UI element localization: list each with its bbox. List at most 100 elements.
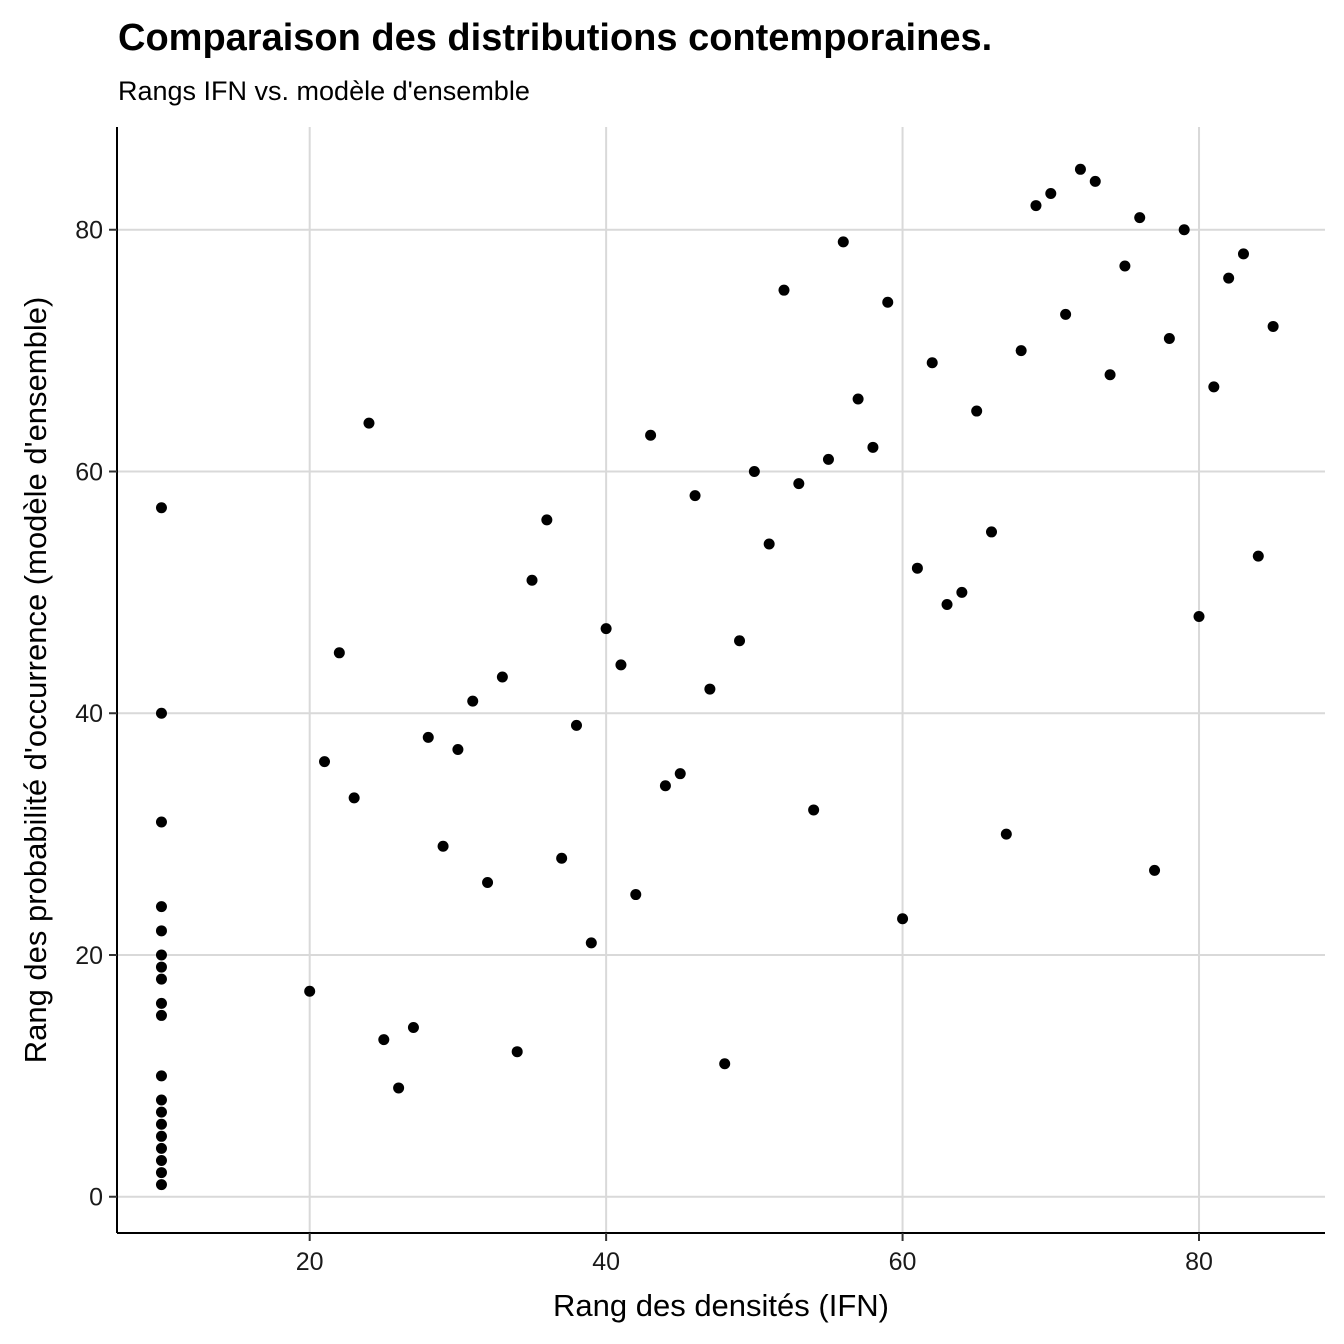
- data-point: [333, 647, 345, 659]
- data-point: [319, 756, 331, 768]
- data-point: [630, 889, 642, 901]
- x-axis-title: Rang des densités (IFN): [553, 1288, 889, 1323]
- data-point: [674, 768, 686, 780]
- data-point: [852, 393, 864, 405]
- data-point: [155, 502, 167, 514]
- y-tick-label: 20: [75, 942, 103, 970]
- data-point: [155, 1142, 167, 1154]
- data-point: [1119, 260, 1131, 272]
- data-point: [467, 695, 479, 707]
- data-point: [615, 659, 627, 671]
- data-point: [748, 465, 760, 477]
- data-point: [867, 441, 879, 453]
- data-point: [1237, 248, 1249, 260]
- data-point: [763, 538, 775, 550]
- data-point: [585, 937, 597, 949]
- x-tick-label: 40: [592, 1248, 620, 1276]
- data-point: [689, 490, 701, 502]
- data-point: [155, 997, 167, 1009]
- data-point: [645, 429, 657, 441]
- data-point: [482, 876, 494, 888]
- data-point: [778, 284, 790, 296]
- data-point: [600, 623, 612, 635]
- data-point: [155, 1094, 167, 1106]
- data-point: [808, 804, 820, 816]
- data-point: [541, 514, 553, 526]
- data-points: [155, 163, 1279, 1191]
- data-point: [719, 1058, 731, 1070]
- data-point: [1104, 369, 1116, 381]
- y-axis-title: Rang des probabilité d'occurrence (modèl…: [18, 297, 53, 1064]
- data-point: [986, 526, 998, 538]
- data-point: [363, 417, 375, 429]
- y-tick-label: 80: [75, 217, 103, 245]
- data-point: [837, 236, 849, 248]
- data-point: [1060, 308, 1072, 320]
- data-point: [155, 1167, 167, 1179]
- data-point: [348, 792, 360, 804]
- data-point: [304, 985, 316, 997]
- gridlines: [117, 127, 1325, 1233]
- x-tick-label: 20: [296, 1248, 324, 1276]
- data-point: [822, 453, 834, 465]
- data-point: [155, 1154, 167, 1166]
- data-point: [926, 357, 938, 369]
- data-point: [1267, 320, 1279, 332]
- data-point: [437, 840, 449, 852]
- chart-subtitle: Rangs IFN vs. modèle d'ensemble: [118, 76, 530, 106]
- data-point: [956, 586, 968, 598]
- data-point: [897, 913, 909, 925]
- data-point: [941, 598, 953, 610]
- data-point: [1000, 828, 1012, 840]
- data-point: [1223, 272, 1235, 284]
- data-point: [971, 405, 983, 417]
- data-point: [155, 1130, 167, 1142]
- y-tick-label: 40: [75, 700, 103, 728]
- data-point: [496, 671, 508, 683]
- data-point: [407, 1022, 419, 1034]
- data-point: [1193, 611, 1205, 623]
- data-point: [793, 478, 805, 490]
- data-point: [704, 683, 716, 695]
- data-point: [452, 744, 464, 756]
- data-point: [882, 296, 894, 308]
- x-tick-label: 80: [1185, 1248, 1213, 1276]
- data-point: [734, 635, 746, 647]
- data-point: [570, 719, 582, 731]
- data-point: [556, 852, 568, 864]
- tick-labels: 20 40 60 80 0 20 40 60 80: [75, 217, 1213, 1276]
- data-point: [155, 1179, 167, 1191]
- data-point: [1015, 345, 1027, 357]
- axes: [109, 127, 1325, 1241]
- data-point: [155, 925, 167, 937]
- data-point: [1045, 187, 1057, 199]
- data-point: [422, 731, 434, 743]
- data-point: [1252, 550, 1264, 562]
- data-point: [1089, 175, 1101, 187]
- data-point: [155, 816, 167, 828]
- y-tick-label: 60: [75, 458, 103, 486]
- data-point: [1030, 200, 1042, 212]
- chart-title: Comparaison des distributions contempora…: [118, 17, 992, 59]
- data-point: [1208, 381, 1220, 393]
- data-point: [911, 562, 923, 574]
- data-point: [659, 780, 671, 792]
- data-point: [155, 901, 167, 913]
- data-point: [1163, 333, 1175, 345]
- data-point: [155, 1009, 167, 1021]
- data-point: [155, 1118, 167, 1130]
- data-point: [526, 574, 538, 586]
- data-point: [155, 1070, 167, 1082]
- data-point: [155, 949, 167, 961]
- data-point: [1134, 212, 1146, 224]
- data-point: [155, 961, 167, 973]
- data-point: [1178, 224, 1190, 236]
- data-point: [155, 1106, 167, 1118]
- data-point: [155, 973, 167, 985]
- data-point: [1149, 864, 1161, 876]
- y-tick-label: 0: [89, 1184, 103, 1212]
- data-point: [378, 1034, 390, 1046]
- data-point: [1074, 163, 1086, 175]
- data-point: [393, 1082, 405, 1094]
